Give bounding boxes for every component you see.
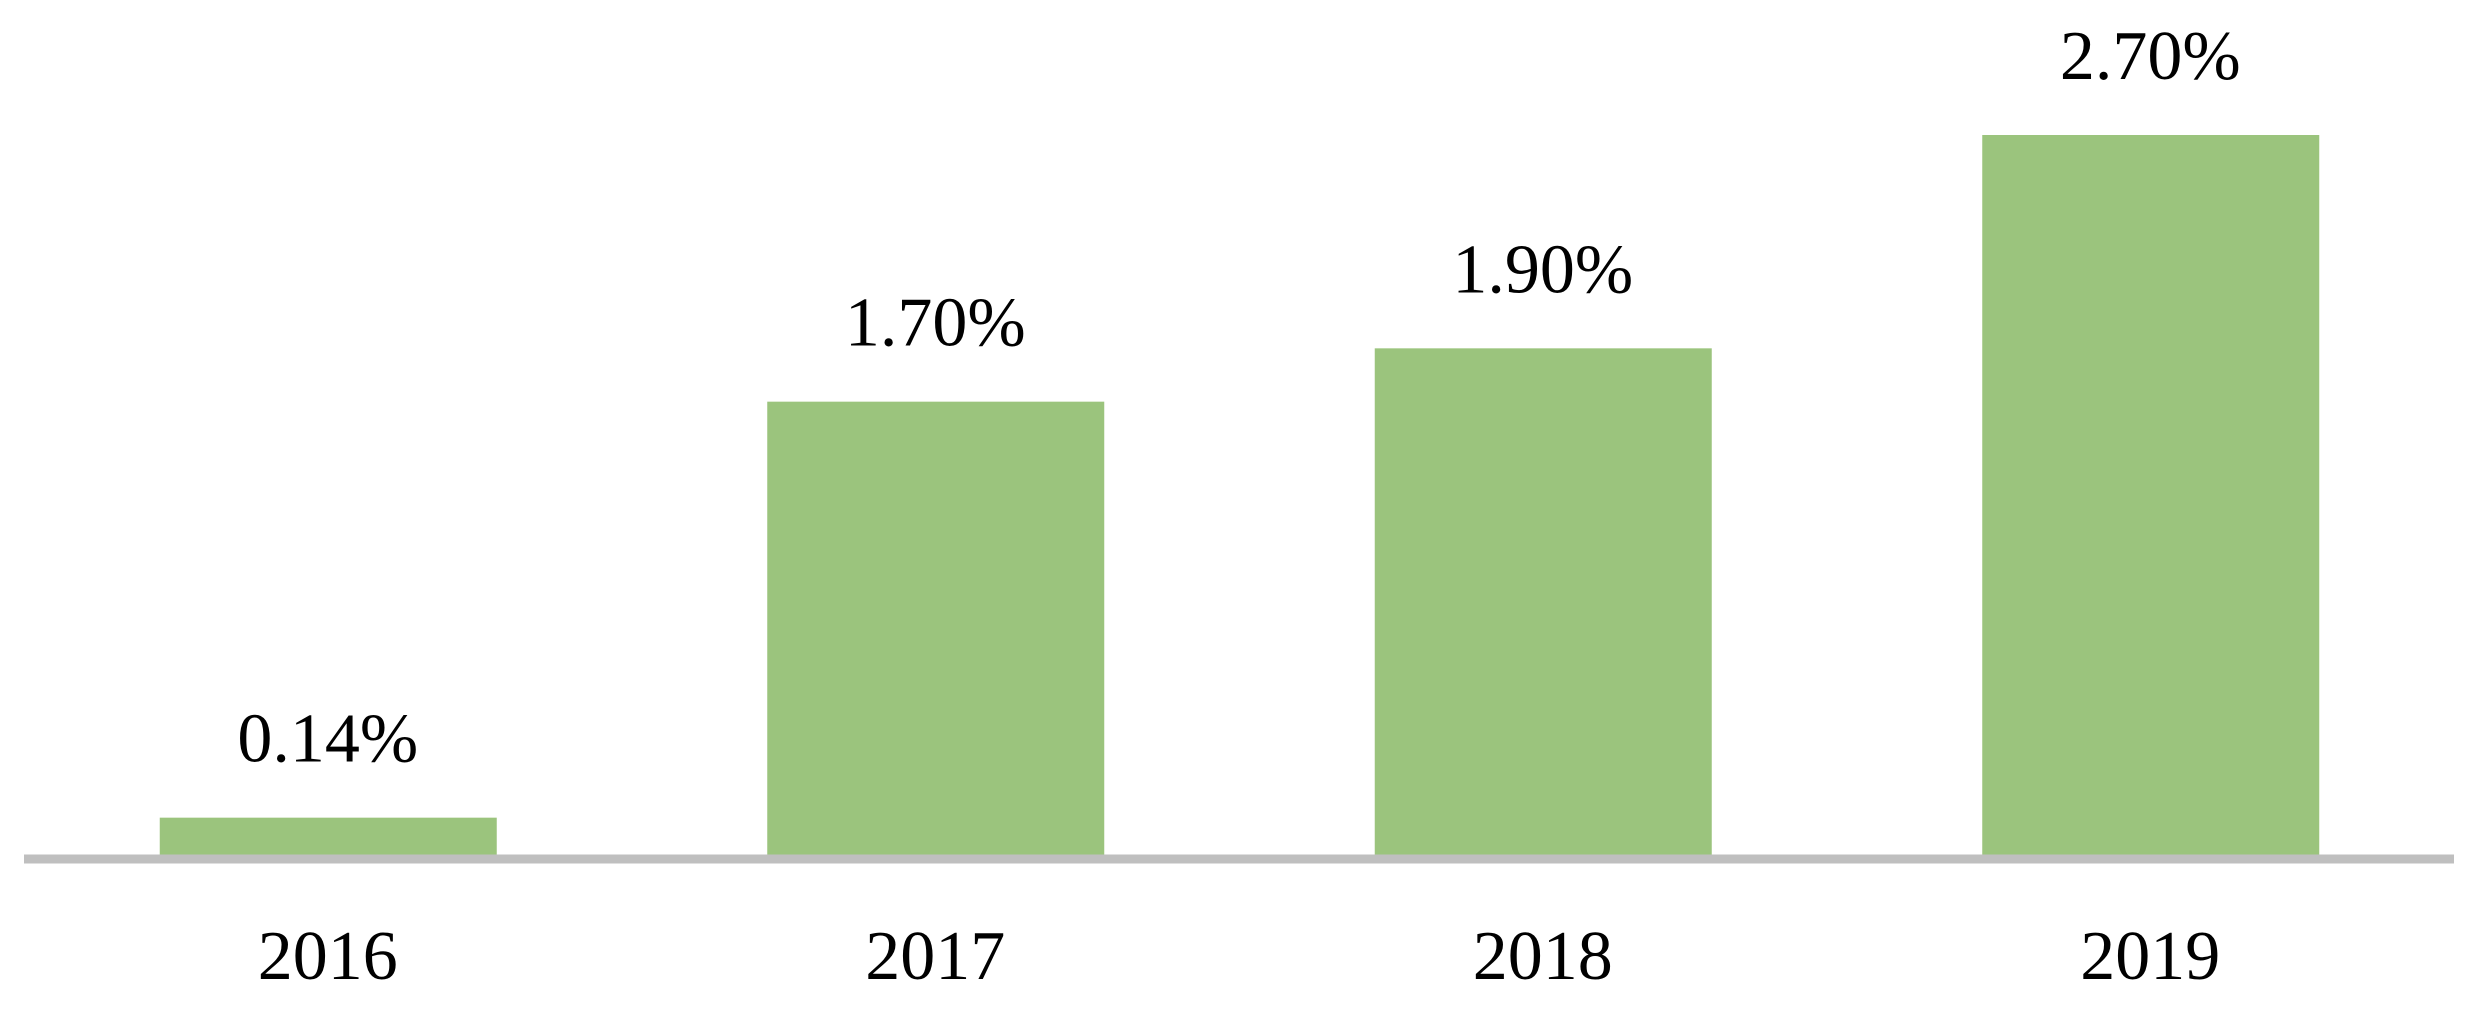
x-tick-label: 2016 xyxy=(258,918,398,995)
x-tick-label: 2017 xyxy=(865,918,1005,995)
bar xyxy=(159,817,497,855)
bar xyxy=(1982,135,2320,855)
bar xyxy=(767,401,1105,855)
bar xyxy=(1374,348,1712,855)
x-tick-label: 2019 xyxy=(2080,918,2220,995)
value-label: 2.70% xyxy=(2060,18,2241,95)
value-label: 1.90% xyxy=(1452,231,1633,308)
x-tick-label: 2018 xyxy=(1473,918,1613,995)
value-label: 0.14% xyxy=(237,701,418,778)
value-label: 1.70% xyxy=(845,285,1026,362)
